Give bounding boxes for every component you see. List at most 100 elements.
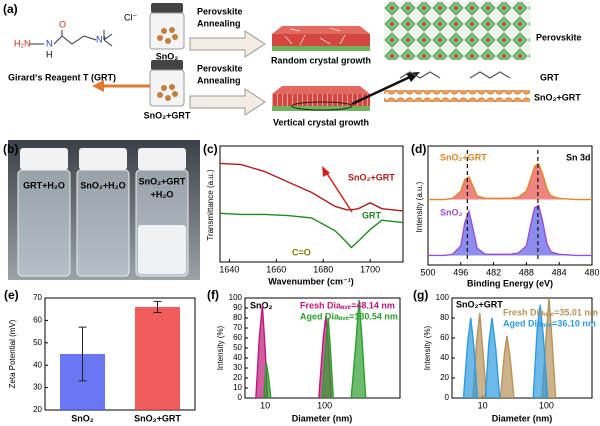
arrow-head (92, 80, 104, 92)
x-tick-label: 1640 (219, 264, 239, 274)
arrow-head (406, 72, 420, 82)
area-fill (463, 318, 478, 398)
panel-a: (a) H₂N N H O N⁺ Cl⁻ Girard‘s Reagent T … (3, 2, 582, 127)
sno2-spheres (384, 90, 530, 102)
y-axis-label: Intensity (a.u.) (415, 181, 424, 232)
y-tick-label: 0 (238, 393, 243, 402)
y-tick-label: 50 (33, 338, 42, 347)
vial-cap (151, 3, 183, 13)
error-bar (153, 300, 162, 314)
x-tick-label: 100 (317, 400, 332, 410)
area-fill (485, 318, 500, 398)
y-axis-label: Transmittance (a.u.) (206, 169, 215, 241)
process-arrow (189, 30, 266, 58)
x-axis-label: Wavenumber (cm⁻¹) (268, 276, 353, 286)
x-tick-label: 480 (584, 267, 599, 277)
molecule-bonds (30, 35, 97, 45)
film-top (272, 26, 370, 34)
area-fill (263, 363, 271, 398)
series-label: SnO₂ (440, 207, 463, 217)
vial-cap (151, 60, 183, 70)
x-tick-label: 1660 (266, 264, 286, 274)
series-label: SnO₂+GRT (440, 152, 487, 162)
plot-frame (451, 297, 593, 399)
y-axis-label: Intensity (%) (423, 325, 432, 370)
x-tick-label: 500 (420, 267, 435, 277)
series-label: GRT (362, 210, 382, 220)
vial-label: SnO₂ (156, 51, 179, 61)
y-tick-label: 20 (440, 373, 449, 382)
area-fill (533, 305, 548, 398)
cracks (284, 27, 346, 46)
particles (157, 84, 178, 101)
x-axis-label: Diameter (nm) (492, 413, 553, 423)
vial-label: SnO₂+GRT (144, 110, 191, 120)
area-fill (428, 205, 592, 256)
y-tick-label: 90 (233, 303, 242, 312)
x-axis-label: Binding Energy (eV) (467, 278, 553, 288)
vial-label: GRT+H₂O (23, 180, 65, 190)
film (272, 94, 370, 106)
x-tick-label: 496 (453, 267, 468, 277)
trend-arrow (325, 171, 353, 213)
panel-label: (f) (207, 288, 219, 302)
plot-frame (44, 297, 196, 411)
atom: H₂N (14, 38, 31, 48)
y-tick-label: 40 (33, 360, 42, 369)
y-tick-label: 60 (33, 316, 42, 325)
y-tick-label: 30 (33, 383, 42, 392)
series-label: Fresh Diaₐᵥₑ=35.01 nm (503, 307, 598, 317)
film-top (272, 86, 370, 94)
vial-label: SnO₂+GRT (139, 176, 186, 186)
atom: N⁺ (96, 34, 107, 44)
area-line (263, 299, 367, 399)
bar (135, 306, 180, 410)
process-arrow (189, 88, 266, 116)
series-label: SnO₂+GRT (348, 172, 395, 182)
y-tick-label: 30 (233, 363, 242, 372)
y-tick-label: 60 (233, 333, 242, 342)
area-fill (428, 163, 592, 200)
series-label: Fresh Diaₐᵥₑ=48.14 nm (300, 300, 395, 310)
milky-liquid (138, 225, 186, 274)
legend-text: Perovskite (536, 32, 582, 42)
series-label: Aged Diaₐᵥₑ=130.54 nm (300, 311, 398, 321)
y-tick-label: 0 (445, 393, 450, 402)
process-text: Annealing (197, 18, 241, 28)
area-fill (255, 305, 268, 398)
y-tick-label: 100 (436, 293, 450, 302)
x-axis-label: Diameter (nm) (292, 413, 353, 423)
vial-cap (138, 148, 186, 170)
counter-ion: Cl⁻ (124, 12, 137, 22)
vial-label: +H₂O (151, 189, 174, 199)
x-tick-label: SnO₂ (71, 413, 94, 423)
molecule-bonds (61, 30, 113, 47)
atom: O (59, 19, 66, 29)
y-tick-label: 80 (233, 313, 242, 322)
y-tick-label: 80 (440, 313, 449, 322)
area-fill (500, 336, 514, 398)
legend-text: GRT (540, 72, 560, 82)
arrow-head (322, 166, 330, 177)
error-bar (78, 326, 87, 382)
x-tick-label: 1680 (313, 264, 333, 274)
legend-text: SnO₂+GRT (534, 92, 581, 102)
y-tick-label: 100 (229, 293, 243, 302)
y-axis-label: Zeta Potential (mV) (8, 319, 17, 388)
y-tick-label: 40 (233, 353, 242, 362)
atom: N (46, 38, 53, 48)
vial-cap (20, 148, 68, 170)
plot-frame (427, 145, 593, 266)
substrate (272, 106, 370, 111)
chart-title: SnO₂+GRT (456, 299, 503, 309)
arrow (351, 74, 413, 106)
annotation: C=O (292, 247, 311, 257)
x-tick-label: 482 (486, 267, 501, 277)
panel-label: (c) (203, 142, 218, 156)
result-text: Random crystal growth (271, 55, 371, 65)
panel-label: (b) (3, 142, 18, 156)
x-tick-label: 488 (519, 267, 534, 277)
plot-frame (219, 145, 404, 263)
area-fill (321, 318, 334, 398)
